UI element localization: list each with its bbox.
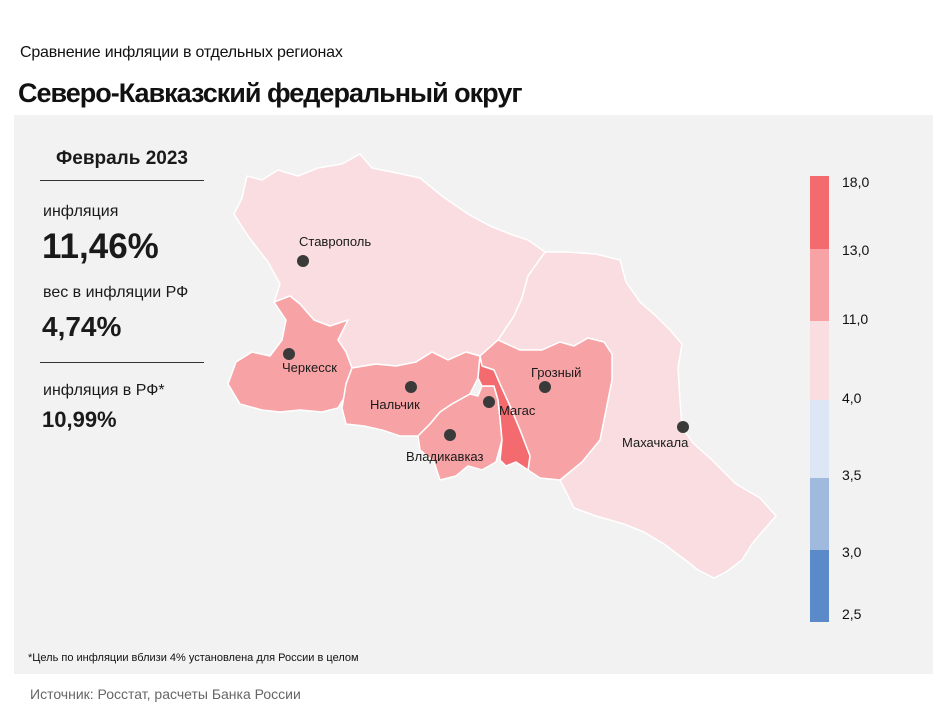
weight-label: вес в инфляции РФ [43,284,189,301]
city-label-vladikavkaz: Владикавказ [406,449,484,464]
source-credit: Источник: Росстат, расчеты Банка России [30,686,301,702]
legend-label: 18,0 [842,174,870,190]
legend-label: 3,5 [842,467,862,483]
footnote: *Цель по инфляции вблизи 4% установлена … [28,652,359,664]
page-subtitle: Сравнение инфляции в отдельных регионах [20,44,343,61]
inflation-value: 11,46% [42,227,159,266]
city-dot-stavropol [297,255,309,267]
city-dot-cherkessk [283,348,295,360]
page-title: Северо-Кавказский федеральный округ [18,78,523,108]
weight-value: 4,74% [42,311,122,342]
city-label-nalchik: Нальчик [370,397,420,412]
legend-bin [810,176,829,249]
period-label: Февраль 2023 [56,148,188,169]
divider-bottom [40,362,204,363]
city-dot-magas [483,396,495,408]
legend-bin [810,400,829,478]
legend-bin [810,550,829,622]
city-label-grozny: Грозный [531,365,581,380]
inflation-label: инфляция [43,203,119,220]
legend-label: 2,5 [842,606,862,622]
legend-label: 11,0 [842,311,869,327]
city-markers: Ставрополь Черкесск Нальчик Владикавказ … [282,234,689,464]
city-dot-grozny [539,381,551,393]
legend-bin [810,321,829,400]
region-ingushetia [477,355,531,471]
rf-inflation-value: 10,99% [42,407,117,432]
city-label-magas: Магас [499,403,536,418]
city-label-cherkessk: Черкесск [282,360,337,375]
city-label-stavropol: Ставрополь [299,234,371,249]
city-dot-vladikavkaz [444,429,456,441]
region-stavropol [233,153,546,369]
legend-bin [810,249,829,321]
legend-label: 4,0 [842,390,862,406]
legend-bin [810,478,829,550]
city-dot-makhachkala [677,421,689,433]
city-label-makhachkala: Махачкала [622,435,689,450]
legend-label: 13,0 [842,242,870,258]
city-dot-nalchik [405,381,417,393]
legend-label: 3,0 [842,544,862,560]
divider-top [40,180,204,181]
rf-inflation-label: инфляция в РФ* [43,382,165,399]
